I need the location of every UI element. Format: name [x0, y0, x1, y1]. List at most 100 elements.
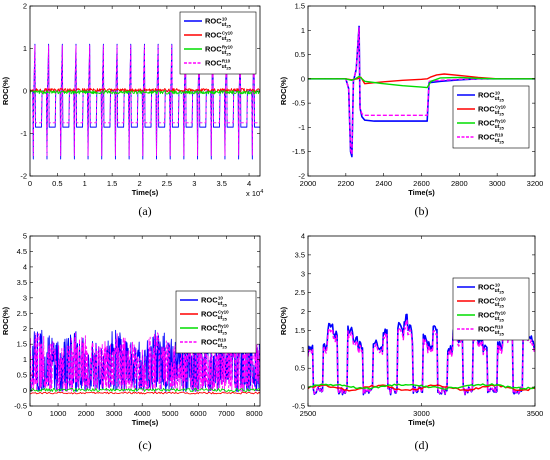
y-tick-label: 4.5 [17, 247, 27, 256]
y-tick-label: 0 [23, 87, 27, 96]
y-tick-label: 2 [23, 324, 27, 333]
series-line-r10 [30, 332, 260, 393]
x-tick-label: 1 [83, 179, 87, 188]
legend-box [452, 85, 530, 149]
x-tick-label: 0 [28, 179, 32, 188]
y-tick-label: -0.5 [14, 402, 27, 411]
x-tick-label: 2400 [375, 179, 392, 188]
y-axis-label: ROC(%) [1, 76, 10, 105]
chart-panel-b: 2000 2200 2400 2600 2800 3000 3200 -2 -1.5 -1 -0.5… [279, 2, 544, 198]
x-axis-label: Time(s) [408, 418, 435, 427]
y-tick-label: 1.5 [17, 340, 27, 349]
y-tick-label: 2.5 [295, 288, 305, 297]
x-axis-label: Time(s) [132, 188, 159, 197]
x-tick-label: 0 [28, 409, 32, 418]
x-tick-label: 3000 [489, 179, 506, 188]
y-tick-label: -1 [298, 123, 305, 132]
x-tick-label: 2800 [451, 179, 468, 188]
y-tick-label: 0.5 [295, 50, 305, 59]
x-tick-label: 1.5 [107, 179, 117, 188]
x-tick-label: 3500 [527, 409, 544, 418]
x-axis-multiplier: x 104 [246, 189, 263, 198]
series-line-ry10 [308, 75, 535, 89]
y-tick-label: 1 [23, 44, 27, 53]
y-tick-label: 1 [301, 345, 305, 354]
legend: ROCut2510ROCut25Cy10ROCut25Ry10ROCut25R1… [452, 85, 530, 149]
y-tick-label: 0.5 [295, 364, 305, 373]
y-tick-label: -1 [20, 129, 27, 138]
y-tick-label: 1.5 [295, 326, 305, 335]
y-tick-label: 5 [23, 232, 27, 241]
x-axis-label: Time(s) [132, 418, 159, 427]
legend: ROCut2510ROCut25Cy10ROCut25Ry10ROCut25R1… [452, 277, 530, 341]
x-tick-label: 2000 [300, 179, 317, 188]
y-tick-label: -0.5 [292, 99, 305, 108]
y-tick-label: 4 [301, 232, 305, 241]
series-line-10 [30, 43, 260, 160]
x-tick-label: 5000 [162, 409, 179, 418]
y-tick-label: 2.5 [17, 309, 27, 318]
y-tick-label: 1.5 [295, 2, 305, 11]
x-tick-label: 2200 [337, 179, 354, 188]
y-tick-label: 3.5 [17, 278, 27, 287]
series-line-ry10 [308, 383, 535, 390]
y-tick-label: 3.5 [295, 250, 305, 259]
x-tick-label: 2500 [300, 409, 317, 418]
x-tick-label: 0.5 [52, 179, 62, 188]
x-tick-label: 4000 [134, 409, 151, 418]
x-tick-label: 3.5 [216, 179, 226, 188]
x-tick-label: 2600 [413, 179, 430, 188]
y-tick-label: 2 [301, 307, 305, 316]
x-tick-label: 7000 [218, 409, 235, 418]
y-axis-label: ROC(%) [1, 306, 10, 335]
y-tick-label: 0.5 [17, 371, 27, 380]
y-tick-label: 0 [23, 386, 27, 395]
x-tick-label: 3000 [106, 409, 123, 418]
y-tick-label: 0 [301, 383, 305, 392]
chart-panel-c: 0 1000 2000 3000 4000 5000 6000 7000 8000-0.500.… [1, 232, 263, 428]
series-group [30, 329, 260, 395]
x-tick-label: 3000 [413, 409, 430, 418]
series-line-ry10 [30, 387, 260, 392]
x-tick-label: 8000 [246, 409, 263, 418]
panel-caption-b: (b) [414, 204, 429, 218]
x-tick-label: 1000 [50, 409, 67, 418]
y-tick-label: 4 [23, 262, 27, 271]
panel-caption-c: (c) [138, 438, 152, 452]
x-tick-label: 2000 [78, 409, 95, 418]
panel-caption-d: (d) [414, 438, 429, 452]
panel-caption-a: (a) [138, 204, 152, 218]
axes-frame [29, 235, 261, 407]
legend-box [179, 11, 257, 75]
x-tick-label: 6000 [190, 409, 207, 418]
y-tick-label: 1 [301, 26, 305, 35]
series-line-ry10 [30, 90, 260, 95]
x-tick-label: 4 [247, 179, 251, 188]
series-line-r10 [308, 27, 535, 155]
y-axis-label: ROC(%) [279, 76, 288, 105]
y-tick-label: 3 [23, 293, 27, 302]
y-tick-label: 0 [301, 74, 305, 83]
y-tick-label: -2 [20, 172, 27, 181]
y-tick-label: -0.5 [292, 402, 305, 411]
x-tick-label: 2.5 [162, 179, 172, 188]
legend: ROCut2510ROCut25Cy10ROCut25Ry10ROCut25R1… [175, 290, 257, 354]
x-tick-label: 2 [137, 179, 141, 188]
x-axis-label: Time(s) [408, 188, 435, 197]
series-line-cy10 [30, 391, 260, 395]
series-group [308, 25, 535, 158]
y-tick-label: 2 [23, 2, 27, 11]
series-line-r10 [308, 319, 535, 395]
series-line-r10 [30, 45, 260, 157]
y-axis-label: ROC(%) [279, 306, 288, 335]
legend: ROCut2510ROCut25Cy10ROCut25Ry10ROCut25R1… [179, 11, 257, 75]
y-tick-label: 1 [23, 355, 27, 364]
x-tick-label: 3 [192, 179, 196, 188]
series-group [308, 313, 535, 396]
legend-box [452, 277, 530, 341]
y-tick-label: -1.5 [292, 147, 305, 156]
x-tick-label: 3200 [527, 179, 544, 188]
y-tick-label: 3 [301, 269, 305, 278]
